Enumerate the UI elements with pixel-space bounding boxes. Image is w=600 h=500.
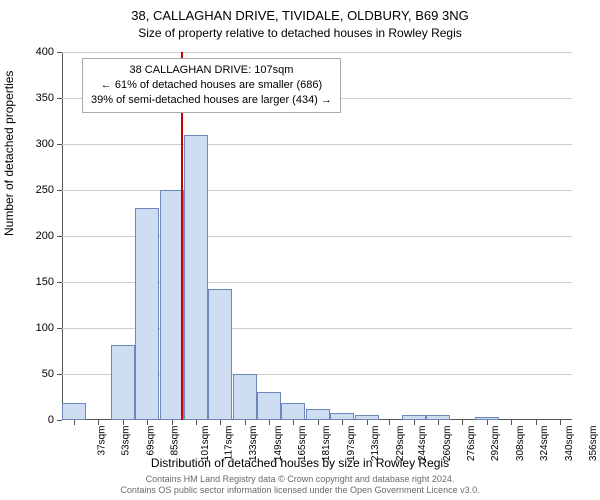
y-tick-label: 50 bbox=[14, 368, 54, 380]
y-tick-label: 100 bbox=[14, 322, 54, 334]
x-axis-label: Distribution of detached houses by size … bbox=[0, 456, 600, 470]
histogram-bar bbox=[355, 415, 379, 420]
histogram-bar bbox=[402, 415, 426, 420]
x-tick-mark bbox=[511, 420, 512, 425]
x-tick-mark bbox=[293, 420, 294, 425]
x-tick-mark bbox=[123, 420, 124, 425]
y-tick-mark bbox=[57, 420, 62, 421]
y-tick-label: 200 bbox=[14, 230, 54, 242]
grid-line bbox=[62, 190, 572, 191]
histogram-bar bbox=[257, 392, 281, 420]
y-tick-mark bbox=[57, 236, 62, 237]
y-tick-mark bbox=[57, 374, 62, 375]
histogram-bar bbox=[135, 208, 159, 420]
plot-area: 37sqm53sqm69sqm85sqm101sqm117sqm133sqm14… bbox=[62, 52, 572, 420]
x-tick-mark bbox=[74, 420, 75, 425]
histogram-bar bbox=[475, 417, 499, 420]
y-tick-mark bbox=[57, 328, 62, 329]
histogram-bar bbox=[233, 374, 257, 420]
x-tick-mark bbox=[196, 420, 197, 425]
y-tick-label: 350 bbox=[14, 92, 54, 104]
x-tick-mark bbox=[318, 420, 319, 425]
x-tick-mark bbox=[536, 420, 537, 425]
x-tick-mark bbox=[269, 420, 270, 425]
histogram-bar bbox=[281, 403, 305, 420]
x-tick-mark bbox=[438, 420, 439, 425]
annotation-line-1: 38 CALLAGHAN DRIVE: 107sqm bbox=[91, 63, 332, 78]
y-tick-label: 150 bbox=[14, 276, 54, 288]
histogram-bar bbox=[62, 403, 86, 420]
x-tick-mark bbox=[147, 420, 148, 425]
x-tick-label: 53sqm bbox=[121, 426, 132, 456]
x-tick-mark bbox=[487, 420, 488, 425]
x-tick-mark bbox=[389, 420, 390, 425]
x-tick-mark bbox=[172, 420, 173, 425]
y-tick-mark bbox=[57, 282, 62, 283]
y-tick-mark bbox=[57, 190, 62, 191]
histogram-bar bbox=[208, 289, 232, 420]
histogram-bar bbox=[426, 415, 450, 420]
histogram-bar bbox=[306, 409, 330, 420]
x-tick-mark bbox=[462, 420, 463, 425]
y-tick-label: 400 bbox=[14, 46, 54, 58]
chart-subtitle: Size of property relative to detached ho… bbox=[0, 26, 600, 40]
chart-container: 38, CALLAGHAN DRIVE, TIVIDALE, OLDBURY, … bbox=[0, 0, 600, 500]
y-tick-label: 250 bbox=[14, 184, 54, 196]
y-tick-mark bbox=[57, 52, 62, 53]
x-tick-mark bbox=[414, 420, 415, 425]
x-tick-mark bbox=[367, 420, 368, 425]
x-tick-mark bbox=[220, 420, 221, 425]
x-tick-label: 37sqm bbox=[97, 426, 108, 456]
annotation-box: 38 CALLAGHAN DRIVE: 107sqm ← 61% of deta… bbox=[82, 58, 341, 113]
grid-line bbox=[62, 52, 572, 53]
x-tick-label: 69sqm bbox=[145, 426, 156, 456]
x-tick-mark bbox=[560, 420, 561, 425]
chart-title: 38, CALLAGHAN DRIVE, TIVIDALE, OLDBURY, … bbox=[0, 0, 600, 25]
footer-line-1: Contains HM Land Registry data © Crown c… bbox=[0, 474, 600, 485]
footer-attribution: Contains HM Land Registry data © Crown c… bbox=[0, 474, 600, 497]
histogram-bar bbox=[330, 413, 354, 420]
histogram-bar bbox=[111, 345, 135, 420]
y-tick-mark bbox=[57, 144, 62, 145]
x-tick-mark bbox=[98, 420, 99, 425]
grid-line bbox=[62, 144, 572, 145]
footer-line-2: Contains OS public sector information li… bbox=[0, 485, 600, 496]
y-tick-mark bbox=[57, 98, 62, 99]
x-tick-mark bbox=[342, 420, 343, 425]
annotation-line-3: 39% of semi-detached houses are larger (… bbox=[91, 93, 332, 108]
y-tick-label: 0 bbox=[14, 414, 54, 426]
y-tick-label: 300 bbox=[14, 138, 54, 150]
histogram-bar bbox=[184, 135, 208, 420]
x-tick-mark bbox=[245, 420, 246, 425]
annotation-line-2: ← 61% of detached houses are smaller (68… bbox=[91, 78, 332, 93]
x-tick-label: 85sqm bbox=[170, 426, 181, 456]
